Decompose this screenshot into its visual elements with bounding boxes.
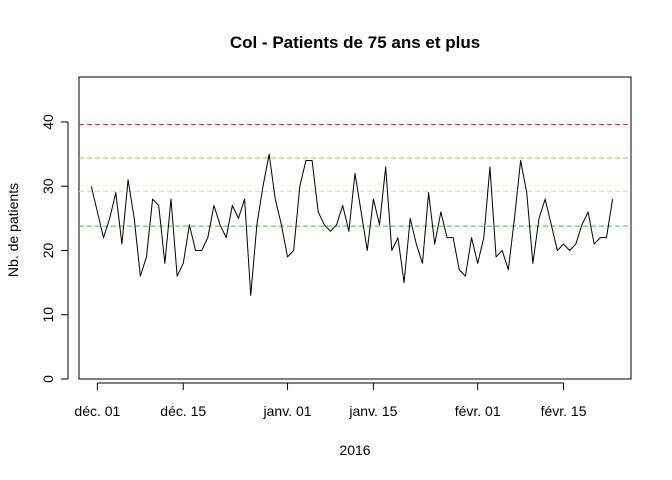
y-tick-label: 30 — [40, 178, 56, 194]
series-line-0 — [90, 153, 614, 296]
x-tick-label: déc. 01 — [74, 403, 120, 419]
y-axis-label: Nb. de patients — [5, 183, 21, 277]
x-tick-label: janv. 15 — [348, 403, 397, 419]
y-axis: 0 10 20 30 40 — [40, 114, 69, 383]
x-axis: déc. 01 déc. 15 janv. 01 janv. 15 févr. 01 fé… — [74, 382, 587, 419]
x-axis-label: 2016 — [339, 442, 370, 458]
chart-title: Col - Patients de 75 ans et plus — [230, 33, 480, 52]
y-tick-label: 40 — [40, 114, 56, 130]
y-tick-label: 0 — [40, 375, 56, 383]
series-group — [90, 153, 614, 296]
y-tick-label: 10 — [40, 307, 56, 323]
y-tick-label: 20 — [40, 242, 56, 258]
x-tick-label: févr. 15 — [541, 403, 587, 419]
x-tick-label: déc. 15 — [160, 403, 206, 419]
plot-frame — [78, 76, 632, 380]
x-tick-label: janv. 01 — [263, 403, 312, 419]
threshold-lines — [79, 124, 631, 227]
x-tick-label: févr. 01 — [455, 403, 501, 419]
